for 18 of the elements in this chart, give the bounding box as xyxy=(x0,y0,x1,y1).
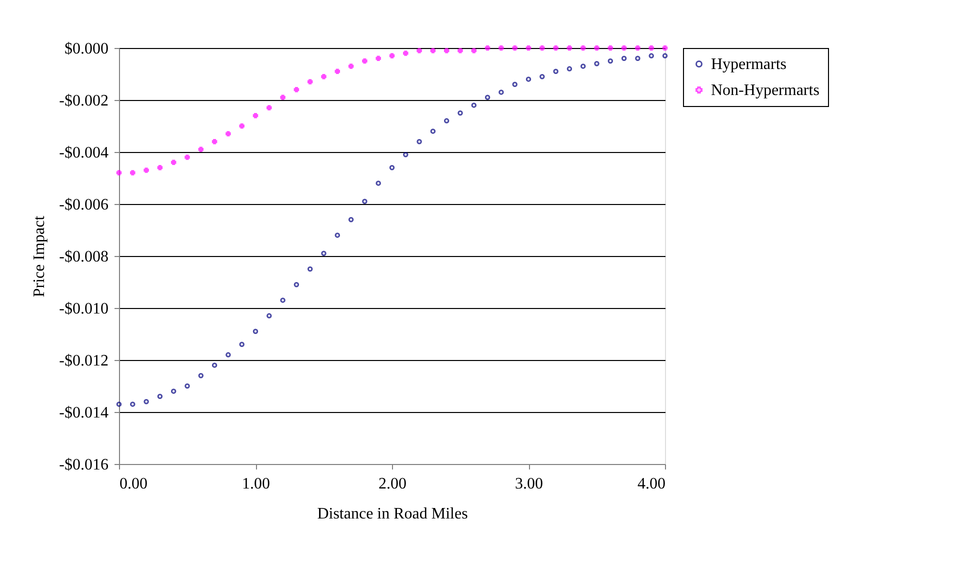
y-tick-label: -$0.004 xyxy=(59,144,108,162)
y-tick-label: -$0.012 xyxy=(59,352,108,370)
y-tick-label: -$0.010 xyxy=(59,300,108,318)
x-tick-label: 2.00 xyxy=(378,476,406,492)
y-tick-label: $0.000 xyxy=(64,40,108,58)
y-tick-label: -$0.008 xyxy=(59,248,108,266)
legend-label: Non-Hypermarts xyxy=(711,82,820,99)
x-axis-title: Distance in Road Miles xyxy=(317,506,468,522)
x-tick-label: 3.00 xyxy=(515,476,543,492)
legend-label: Hypermarts xyxy=(711,56,787,73)
y-tick-label: -$0.006 xyxy=(59,196,108,214)
y-axis-title: Price Impact xyxy=(31,215,48,298)
y-tick-label: -$0.016 xyxy=(59,456,108,474)
x-tick-label: 0.00 xyxy=(120,476,148,492)
x-tick-label: 4.00 xyxy=(638,476,666,492)
y-tick-label: -$0.002 xyxy=(59,92,108,110)
y-tick-label: -$0.014 xyxy=(59,404,108,422)
x-tick-label: 1.00 xyxy=(242,476,270,492)
